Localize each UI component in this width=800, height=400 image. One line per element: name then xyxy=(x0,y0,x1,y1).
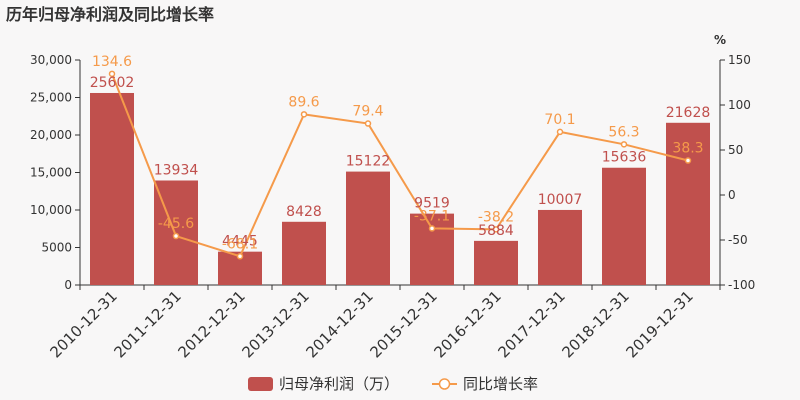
axes: 0 5000 10,000 15,000 20,000 25,000 30,000 -100 -… xyxy=(30,33,755,361)
line-value-label: -45.6 xyxy=(158,216,194,232)
legend-line-marker xyxy=(438,378,451,390)
line-point xyxy=(428,225,436,232)
y-left-tick-label: 25,000 xyxy=(30,91,72,105)
x-tick-label: 2018-12-31 xyxy=(558,287,632,361)
bar xyxy=(282,221,326,285)
line-point xyxy=(172,232,180,240)
y-right-tick-label: -100 xyxy=(728,278,755,292)
x-tick-label: 2013-12-31 xyxy=(238,287,312,361)
x-tick-label: 2015-12-31 xyxy=(366,287,440,361)
chart-title: 历年归母净利润及同比增长率 xyxy=(6,5,214,24)
y-left-tick-label: 20,000 xyxy=(30,128,72,142)
line-value-label: 79.4 xyxy=(352,104,383,120)
line-point xyxy=(236,253,244,260)
bar xyxy=(666,122,710,285)
x-tick-label: 2014-12-31 xyxy=(302,287,376,361)
bar xyxy=(346,171,390,285)
line-value-label: 89.6 xyxy=(288,94,319,110)
x-tick-label: 2010-12-31 xyxy=(46,287,120,361)
bar-value-label: 21628 xyxy=(666,105,711,121)
growth-line xyxy=(111,73,689,258)
legend-bar-label: 归母净利润（万） xyxy=(279,375,399,393)
y-left-tick-label: 15,000 xyxy=(30,166,72,180)
y-right-tick-label: -50 xyxy=(728,233,748,247)
y-right-unit: % xyxy=(714,33,726,47)
line-series xyxy=(108,70,692,260)
line-point xyxy=(684,157,692,164)
line-value-label: 56.3 xyxy=(608,124,639,140)
y-left-tick-label: 5000 xyxy=(41,241,72,255)
bar-value-label: 25602 xyxy=(90,75,135,91)
legend-bar-swatch xyxy=(248,377,273,391)
bar-value-label: 15122 xyxy=(346,154,391,170)
bar xyxy=(90,92,134,285)
y-right-tick-label: 50 xyxy=(728,143,743,157)
bar xyxy=(602,167,646,285)
x-tick-label: 2017-12-31 xyxy=(494,287,568,361)
line-value-label: 70.1 xyxy=(544,112,575,128)
bar-value-label: 4445 xyxy=(222,234,258,250)
bar xyxy=(538,209,582,285)
legend-line-label: 同比增长率 xyxy=(463,375,538,393)
y-right-tick-label: 0 xyxy=(728,188,736,202)
line-value-label: -37.1 xyxy=(414,208,450,224)
bar-value-label: 9519 xyxy=(414,196,450,212)
x-tick-label: 2012-12-31 xyxy=(174,287,248,361)
data-labels: 25602 13934 4445 8428 15122 9519 5884 10007 1563… xyxy=(90,54,711,252)
y-left-tick-label: 30,000 xyxy=(30,53,72,67)
line-point xyxy=(556,128,564,136)
bar xyxy=(474,240,518,285)
line-point xyxy=(108,70,116,78)
line-point xyxy=(364,120,372,127)
bar-value-label: 5884 xyxy=(478,223,514,239)
line-point xyxy=(300,111,308,118)
bar-value-label: 8428 xyxy=(286,204,322,220)
line-value-label: -38.2 xyxy=(478,209,514,225)
y-right-tick-label: 150 xyxy=(728,53,751,67)
bar-value-label: 13934 xyxy=(154,162,199,178)
bar-value-label: 15636 xyxy=(602,150,647,166)
x-tick-label: 2011-12-31 xyxy=(110,287,184,361)
legend[interactable]: 归母净利润（万） 同比增长率 xyxy=(248,375,538,393)
x-tick-label: 2019-12-31 xyxy=(622,287,696,361)
bar-series xyxy=(90,92,710,285)
line-value-label: 38.3 xyxy=(672,141,703,157)
line-point xyxy=(492,226,500,233)
y-right-tick-label: 100 xyxy=(728,98,751,112)
line-point xyxy=(620,141,628,148)
line-value-label: 134.6 xyxy=(92,54,132,70)
y-left-tick-label: 0 xyxy=(64,278,72,292)
y-left-tick-label: 10,000 xyxy=(30,203,72,217)
x-tick-label: 2016-12-31 xyxy=(430,287,504,361)
bar-value-label: 10007 xyxy=(538,192,583,208)
line-value-label: -68.1 xyxy=(222,236,258,252)
